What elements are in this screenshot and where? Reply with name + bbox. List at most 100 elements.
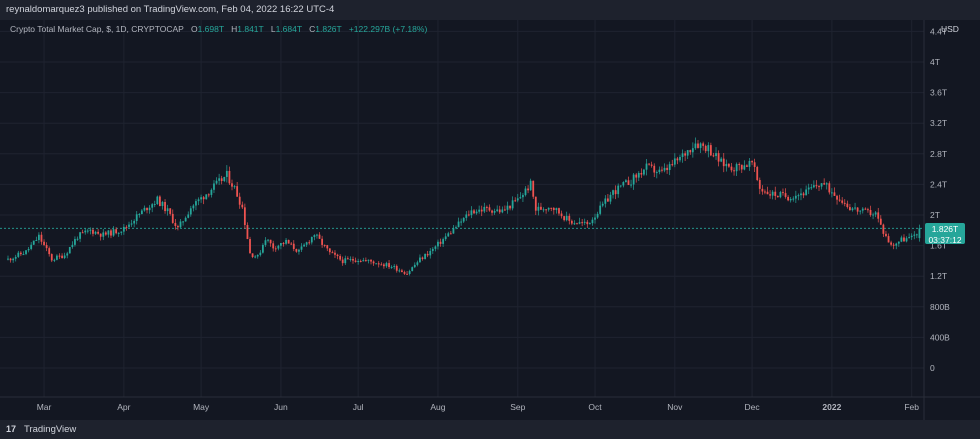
candle-body <box>650 164 653 166</box>
candle-body <box>225 170 228 177</box>
candle-body <box>784 193 787 197</box>
candle-body <box>735 164 738 172</box>
candle-body <box>460 221 463 223</box>
candle-body <box>269 239 272 244</box>
candle-body <box>555 208 558 211</box>
candle-body <box>800 193 802 196</box>
candle-body <box>164 201 166 212</box>
price-tick-label: 0 <box>930 363 935 373</box>
candle-countdown: 03:37:12 <box>928 235 962 245</box>
candle-body <box>17 252 20 257</box>
candle-body <box>352 258 354 261</box>
candle-body <box>859 210 862 212</box>
chart-panel[interactable]: 4.4T 4T 3.6T 3.2T 2.8T 2.4T 2T 1.6T 1.2T 800B 400B… <box>0 20 980 420</box>
candle-body <box>192 205 195 209</box>
candle-body <box>326 245 329 249</box>
price-tick-label: 1.6T <box>930 241 947 251</box>
candle-body <box>573 223 576 225</box>
candle-body <box>841 200 844 203</box>
candle-body <box>300 246 303 250</box>
candle-body <box>622 182 625 186</box>
candle-body <box>7 258 9 260</box>
candle-body <box>748 160 751 167</box>
candle-body <box>274 248 277 250</box>
candle-body <box>668 164 671 170</box>
candle-body <box>249 239 251 254</box>
candle-body <box>722 158 725 167</box>
candle-body <box>102 232 105 237</box>
candle-body <box>648 163 650 165</box>
candle-body <box>408 271 411 274</box>
candle-body <box>341 259 344 264</box>
candle-body <box>362 260 365 262</box>
candle-body <box>63 255 66 259</box>
candle-body <box>45 245 48 249</box>
candle-body <box>140 210 143 215</box>
candle-body <box>426 253 429 256</box>
candle-body <box>238 196 241 205</box>
candle-body <box>730 166 733 171</box>
candle-body <box>133 220 136 224</box>
candle-body <box>202 197 205 200</box>
candle-body <box>828 183 831 193</box>
price-tick-label: 800B <box>930 302 950 312</box>
symbol-legend[interactable]: Crypto Total Market Cap, $, 1D, CRYPTOCA… <box>10 24 427 34</box>
candle-body <box>637 172 640 178</box>
candle-body <box>910 235 913 238</box>
candle-body <box>166 208 169 212</box>
candle-body <box>316 234 318 236</box>
candle-body <box>643 169 645 175</box>
candle-body <box>313 235 316 237</box>
tradingview-brand[interactable]: TradingView <box>24 424 77 435</box>
candle-body <box>576 223 578 225</box>
candle-body <box>74 239 76 245</box>
time-axis-labels[interactable]: Mar Apr May Jun Jul Aug Sep Oct Nov Dec 2022 Feb <box>37 402 920 412</box>
candle-body <box>53 259 56 261</box>
current-price-value: 1.826T <box>931 224 959 234</box>
time-tick-label: May <box>193 402 210 412</box>
candle-body <box>715 153 717 157</box>
candle-body <box>58 255 61 257</box>
candle-body <box>233 186 236 188</box>
candle-body <box>627 180 630 186</box>
candle-body <box>885 233 887 237</box>
candle-body <box>138 214 141 216</box>
candle-body <box>277 245 280 249</box>
candle-body <box>864 208 867 210</box>
candle-body <box>470 210 473 216</box>
candle-body <box>583 221 586 223</box>
candle-body <box>370 259 372 262</box>
candle-body <box>429 250 432 256</box>
candle-body <box>506 205 509 210</box>
candle-body <box>877 212 880 219</box>
price-axis-labels[interactable]: 4.4T 4T 3.6T 3.2T 2.8T 2.4T 2T 1.6T 1.2T 800B 400B… <box>930 26 950 373</box>
candle-body <box>679 156 681 161</box>
candle-body <box>148 207 151 211</box>
time-tick-label: Feb <box>904 402 919 412</box>
open-label: O <box>190 24 198 34</box>
candle-body <box>467 214 470 216</box>
candle-body <box>81 232 84 234</box>
candle-body <box>769 194 771 196</box>
candle-body <box>903 237 905 242</box>
candle-body <box>447 233 450 237</box>
candle-body <box>918 228 921 239</box>
candle-body <box>599 205 602 214</box>
candle-body <box>380 264 383 266</box>
candle-body <box>563 216 566 221</box>
candle-body <box>733 170 735 172</box>
candle-body <box>115 229 118 234</box>
candle-body <box>594 217 596 220</box>
candle-body <box>673 158 676 165</box>
candle-body <box>215 180 218 184</box>
candle-body <box>243 207 246 226</box>
candle-body <box>295 249 298 252</box>
candlestick-chart[interactable]: 4.4T 4T 3.6T 3.2T 2.8T 2.4T 2T 1.6T 1.2T 800B 400B… <box>0 20 980 420</box>
candle-body <box>606 198 609 202</box>
candle-body <box>254 256 257 258</box>
low-label: L <box>270 24 276 34</box>
candle-body <box>256 254 259 257</box>
currency-label[interactable]: USD <box>941 24 959 34</box>
tradingview-logo-icon[interactable]: 17 <box>6 424 17 434</box>
candle-body <box>532 180 535 197</box>
